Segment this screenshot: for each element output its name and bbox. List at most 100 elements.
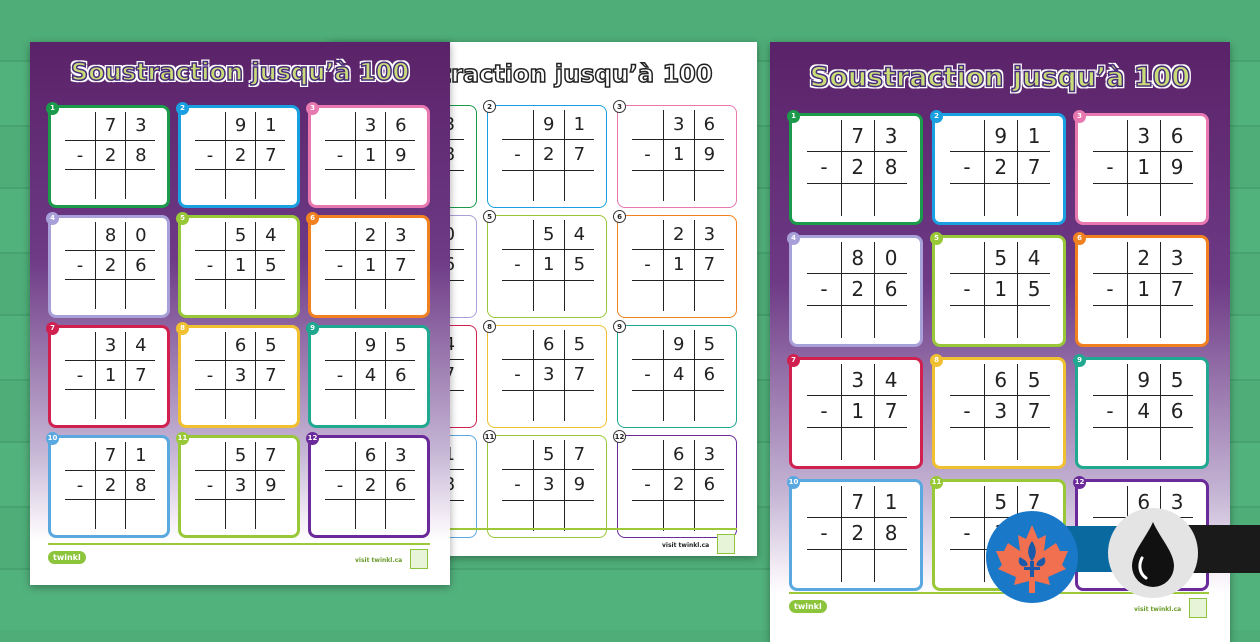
answer-cell[interactable] [950,428,983,460]
answer-cell[interactable] [632,501,663,531]
answer-cell[interactable] [983,305,1017,338]
answer-cell[interactable] [1093,184,1126,216]
answer-cell[interactable] [255,500,285,530]
answer-cell[interactable] [95,390,125,420]
answer-cell[interactable] [502,281,533,311]
answer-cell[interactable] [950,550,983,582]
answer-cell[interactable] [385,170,415,200]
answer-cell[interactable] [125,500,155,530]
visit-link[interactable]: visit twinkl.ca [662,542,710,549]
digit: 5 [1159,364,1194,397]
answer-cell[interactable] [255,280,285,310]
answer-cell[interactable] [195,280,225,309]
answer-cell[interactable] [195,390,225,419]
answer-cell[interactable] [840,427,874,460]
answer-cell[interactable] [502,501,533,531]
answer-cell[interactable] [65,280,95,309]
answer-cell[interactable] [950,184,983,216]
answer-cell[interactable] [662,170,694,201]
answer-cell[interactable] [255,170,285,200]
answer-cell[interactable] [225,170,255,200]
answer-cell[interactable] [807,306,840,338]
answer-cell[interactable] [255,390,285,420]
answer-cell[interactable] [95,500,125,530]
answer-cell[interactable] [693,280,725,311]
answer-cell[interactable] [195,500,225,529]
answer-cell[interactable] [225,390,255,420]
answer-cell[interactable] [95,170,125,200]
answer-cell[interactable] [873,549,907,582]
answer-cell[interactable] [1126,427,1160,460]
answer-cell[interactable] [355,280,385,310]
answer-cell[interactable] [65,170,95,199]
answer-cell[interactable] [325,280,355,309]
answer-cell[interactable] [807,428,840,460]
answer-cell[interactable] [125,390,155,420]
answer-cell[interactable] [662,390,694,421]
answer-cell[interactable] [125,170,155,200]
answer-cell[interactable] [563,500,595,531]
answer-cell[interactable] [325,170,355,199]
answer-cell[interactable] [225,500,255,530]
answer-cell[interactable] [385,280,415,310]
answer-cell[interactable] [632,391,663,421]
answer-cell[interactable] [1126,183,1160,216]
answer-cell[interactable] [1016,183,1050,216]
answer-cell[interactable] [840,305,874,338]
answer-cell[interactable] [632,281,663,311]
digit: 1 [95,360,126,391]
answer-cell[interactable] [807,550,840,582]
answer-cell[interactable] [1016,305,1050,338]
answer-cell[interactable] [1093,306,1126,338]
answer-cell[interactable] [563,390,595,421]
answer-cell[interactable] [693,170,725,201]
answer-cell[interactable] [325,390,355,419]
answer-cell[interactable] [65,500,95,529]
answer-cell[interactable] [1126,305,1160,338]
answer-cell[interactable] [65,390,95,419]
answer-cell[interactable] [1093,428,1126,460]
answer-cell[interactable] [355,500,385,530]
visit-link[interactable]: visit twinkl.ca [355,557,403,564]
answer-cell[interactable] [1016,427,1050,460]
answer-cell[interactable] [873,427,907,460]
answer-cell[interactable] [563,280,595,311]
answer-cell[interactable] [873,305,907,338]
answer-cell[interactable] [502,391,533,421]
answer-cell[interactable] [662,500,694,531]
digit: 1 [1126,152,1160,184]
visit-link[interactable]: visit twinkl.ca [1134,606,1182,613]
answer-cell[interactable] [840,549,874,582]
answer-cell[interactable] [1159,183,1193,216]
answer-cell[interactable] [1159,305,1193,338]
answer-cell[interactable] [95,280,125,310]
answer-cell[interactable] [840,183,874,216]
answer-cell[interactable] [563,170,595,201]
answer-cell[interactable] [195,170,225,199]
answer-cell[interactable] [632,171,663,201]
answer-cell[interactable] [950,306,983,338]
answer-cell[interactable] [983,183,1017,216]
answer-cell[interactable] [983,549,1017,582]
answer-cell[interactable] [532,390,564,421]
answer-cell[interactable] [502,171,533,201]
answer-cell[interactable] [355,390,385,420]
answer-cell[interactable] [693,390,725,421]
answer-cell[interactable] [225,280,255,310]
answer-cell[interactable] [662,280,694,311]
answer-cell[interactable] [873,183,907,216]
answer-cell[interactable] [693,500,725,531]
answer-cell[interactable] [532,280,564,311]
answer-cell[interactable] [385,500,415,530]
answer-cell[interactable] [532,170,564,201]
answer-cell[interactable] [355,170,385,200]
digit: 3 [693,440,725,471]
answer-cell[interactable] [532,500,564,531]
answer-cell[interactable] [125,280,155,310]
answer-cell[interactable] [1159,427,1193,460]
answer-cell[interactable] [385,390,415,420]
answer-cell[interactable] [325,500,355,529]
answer-cell[interactable] [983,427,1017,460]
answer-cell[interactable] [807,184,840,216]
